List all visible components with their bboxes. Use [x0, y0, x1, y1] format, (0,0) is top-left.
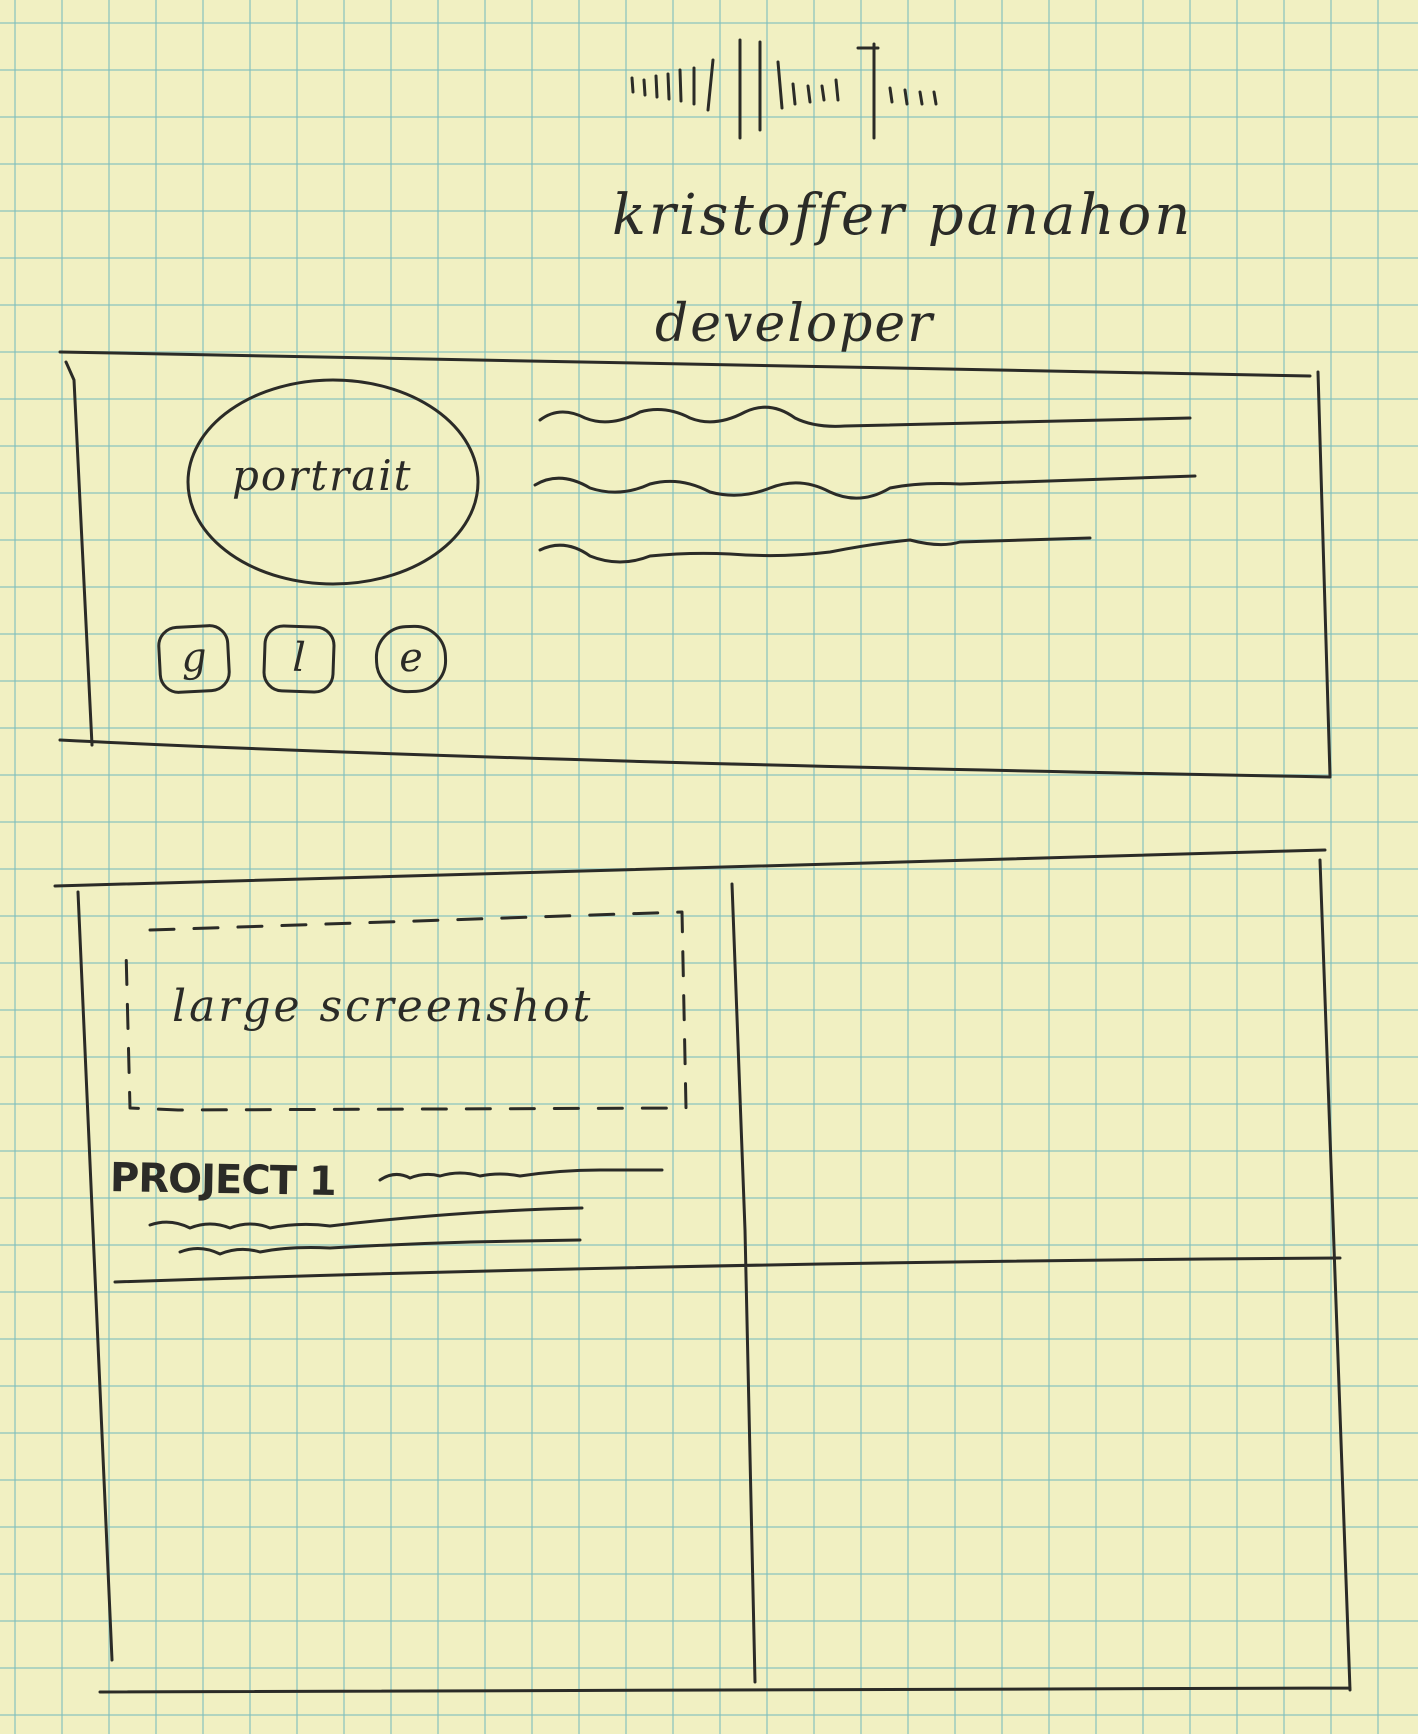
screenshot-label: large screenshot	[172, 981, 594, 1032]
portrait-circle	[186, 378, 480, 586]
project-description-line	[148, 1206, 584, 1230]
about-box	[58, 350, 1332, 779]
logo-mark	[630, 38, 938, 140]
project-description-line	[178, 1238, 582, 1256]
project-title[interactable]: PROJECT 1	[109, 1155, 337, 1205]
screenshot-placeholder	[124, 910, 688, 1112]
portrait-label: portrait	[232, 451, 413, 500]
bio-line	[538, 536, 1092, 564]
social-link-e[interactable]: e	[373, 623, 449, 695]
projects-divider	[113, 882, 1342, 1684]
bio-line	[538, 405, 1192, 428]
social-link-g[interactable]: g	[156, 623, 232, 695]
site-name: kristoffer panahon	[612, 183, 1194, 248]
project-summary-line	[378, 1168, 664, 1182]
site-role: developer	[655, 294, 935, 354]
social-link-l[interactable]: l	[261, 623, 337, 695]
projects-frame	[53, 848, 1352, 1694]
bio-line	[533, 474, 1197, 500]
